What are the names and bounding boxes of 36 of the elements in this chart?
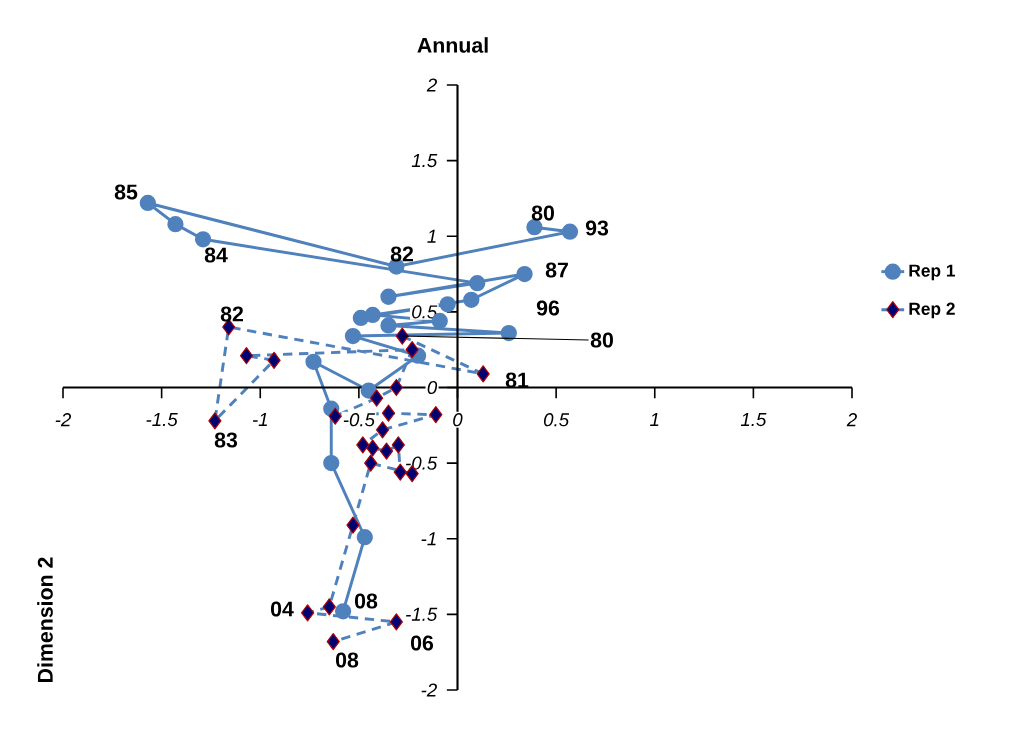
annotation: 93: [585, 220, 609, 236]
x-tick-label: 1: [650, 413, 659, 426]
annotation: 87: [545, 262, 568, 278]
x-tick-label: -1: [252, 413, 267, 426]
annotation: 96: [536, 300, 560, 316]
y-tick-label: -2: [421, 683, 437, 697]
annotation: 84: [204, 247, 228, 263]
x-tick-label: 0.5: [543, 413, 570, 427]
y-tick-label: 2: [426, 78, 437, 92]
annotation: 04: [270, 601, 294, 617]
y-tick-label: 1.5: [411, 154, 438, 168]
x-tick-label: 1.5: [740, 413, 767, 427]
y-tick-label: 0: [427, 380, 438, 395]
chart-title: Annual: [417, 37, 488, 53]
annotation: 06: [410, 635, 434, 651]
annotation: 82: [390, 246, 413, 262]
annotation: 81: [505, 372, 529, 388]
legend-label: Rep 2: [909, 302, 955, 319]
annotation: 82: [220, 306, 243, 322]
annotation: 80: [590, 332, 613, 348]
x-tick-label: -2: [55, 413, 72, 427]
y-axis-title: Dimension 2: [37, 557, 53, 682]
x-tick-label: -1.5: [146, 413, 178, 427]
y-tick-label: -1: [421, 532, 436, 546]
legend-label: Rep 1: [909, 264, 956, 281]
y-tick-label: -0.5: [406, 456, 438, 470]
x-tick-label: -0.5: [343, 413, 376, 427]
annotation: 83: [214, 432, 238, 448]
x-tick-label: 0: [453, 413, 463, 427]
annotation: 08: [354, 593, 378, 609]
annotation: 80: [531, 205, 554, 221]
x-tick-label: 2: [846, 413, 857, 427]
y-tick-label: 1: [427, 229, 436, 243]
y-tick-label: -1.5: [406, 607, 438, 621]
annotation: 08: [335, 652, 359, 668]
annotation: 85: [114, 184, 138, 200]
